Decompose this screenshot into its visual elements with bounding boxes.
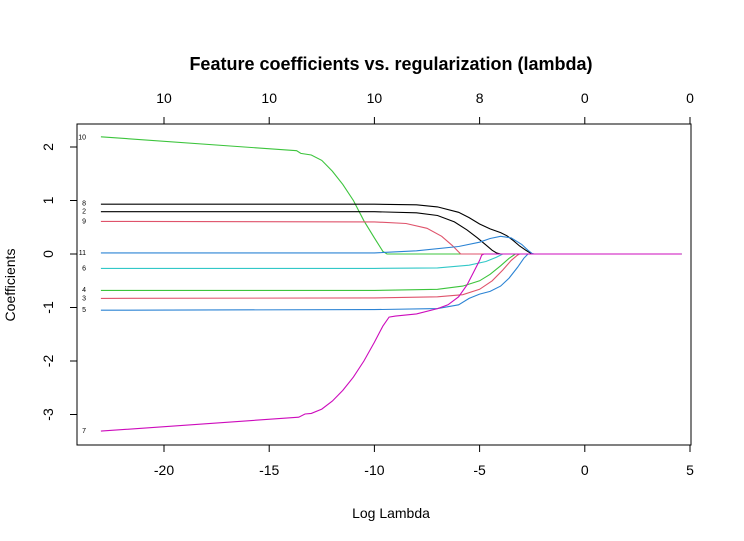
x-tick-label: -10 [364,462,384,478]
coefficient-paths [100,136,682,432]
curve-label-4: 4 [82,287,86,294]
curve-label-5: 5 [82,307,86,314]
top-tick-label: 10 [156,90,172,106]
coefficient-path-10 [100,136,682,255]
y-tick-label: 1 [40,196,56,204]
y-axis-left: -3 -2 -1 0 1 2 [40,143,78,421]
x-axis-top: 10 10 10 8 0 0 [156,90,694,125]
coefficient-path-7 [100,253,682,432]
x-tick-label: 0 [581,462,589,478]
top-tick-label: 0 [686,90,694,106]
top-tick-label: 10 [261,90,277,106]
coefficient-path-8 [100,203,682,255]
y-tick-label: 0 [40,250,56,258]
curve-label-8: 8 [82,201,86,208]
x-tick-label: -15 [259,462,279,478]
coefficient-path-4 [100,253,682,291]
x-axis-bottom: -20 -15 -10 -5 0 5 [154,444,694,478]
y-tick-label: -3 [40,408,56,421]
top-tick-label: 0 [581,90,589,106]
x-axis-title: Log Lambda [352,505,430,521]
top-tick-label: 10 [367,90,383,106]
y-tick-label: 2 [40,143,56,151]
curve-label-3: 3 [82,295,86,302]
y-axis-title: Coefficients [2,249,18,322]
curve-labels: 10 82 9 11 6 43 5 7 [78,134,86,435]
curve-label-6: 6 [82,265,86,272]
x-tick-label: 5 [686,462,694,478]
top-tick-label: 8 [476,90,484,106]
x-tick-label: -20 [154,462,174,478]
curve-label-2: 2 [82,209,86,216]
coefficient-path-9 [100,220,682,255]
y-tick-label: -1 [40,301,56,314]
y-tick-label: -2 [40,355,56,368]
coefficient-path-3 [100,253,682,299]
x-tick-label: -5 [473,462,486,478]
coefficient-path-2 [100,211,682,255]
chart-title: Feature coefficients vs. regularization … [189,54,592,74]
curve-label-11: 11 [79,250,86,257]
curve-label-9: 9 [82,218,86,225]
curve-label-7: 7 [82,428,86,435]
curve-label-10: 10 [78,134,86,141]
